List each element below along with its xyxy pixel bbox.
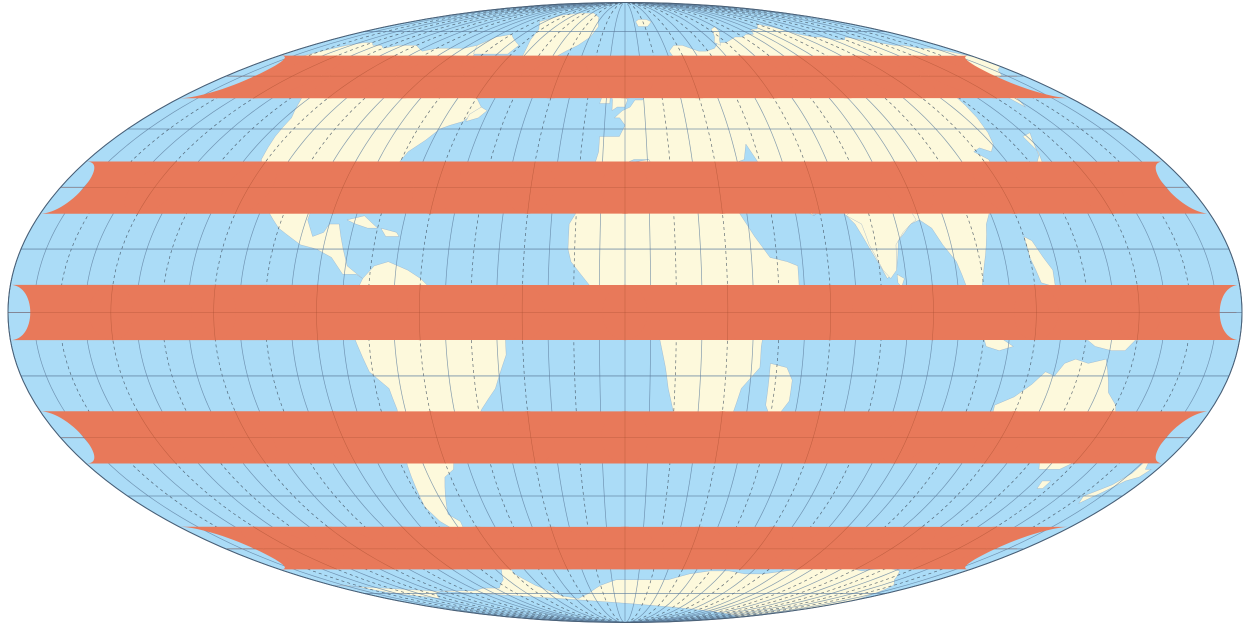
tissot-indicatrix-lat-60-lon-60	[457, 526, 524, 570]
map-outline	[7, 2, 1243, 623]
tissot-indicatrix-lat30-lon150	[1064, 161, 1126, 214]
tissot-indicatrix-lat-60-lon150	[906, 526, 1009, 570]
tissot-indicatrix-lat60-lon120	[847, 55, 936, 99]
tissot-indicatrix-lat-60-lon-30	[527, 526, 588, 570]
tissot-indicatrix-lat60-lon30	[662, 55, 723, 99]
landmass-cuba	[346, 215, 378, 229]
tissot-indicatrix-lat60-lon-60	[457, 55, 524, 99]
tissot-indicatrix-lat60-lon-150	[241, 55, 344, 99]
tissot-indicatrix-lat-30-lon-150	[124, 411, 186, 464]
tissot-indicatrix-lat-60-lon-120	[314, 526, 403, 570]
landmass-newfoundland	[465, 106, 488, 122]
tissot-indicatrix-lat30-lon-150	[124, 161, 186, 214]
tissot-indicatrix-lat60-lon-120	[314, 55, 403, 99]
tissot-indicatrix-lat60-lon-30	[527, 55, 588, 99]
tissot-indicatrix-lat-60-lon30	[662, 526, 723, 570]
tissot-indicatrix-lat-30-lon150	[1064, 411, 1126, 464]
tissot-indicatrix-layer	[8, 55, 1238, 570]
tissot-indicatrix-lat60-lon60	[726, 55, 793, 99]
landmass-tasmania	[1036, 480, 1052, 489]
landmass-new-zealand	[1078, 453, 1154, 504]
landmass-hispaniola	[380, 228, 400, 237]
tissot-indicatrix-lat-60-lon120	[847, 526, 936, 570]
tissot-indicatrix-lat60-lon150	[906, 55, 1009, 99]
tissot-indicatrix-lat-60-lon60	[726, 526, 793, 570]
tissot-indicatrix-lat-60-lon-150	[241, 526, 344, 570]
